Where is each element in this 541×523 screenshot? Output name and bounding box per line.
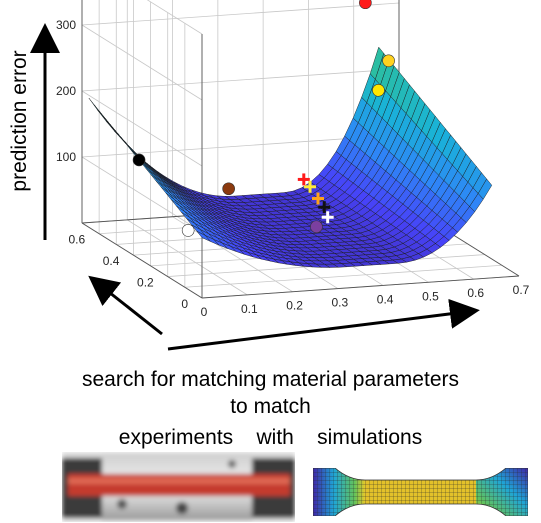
x-tick-label: 0	[201, 305, 208, 319]
tick-labels: 0 0.1 0.2 0.3 0.4 0.5 0.6 0.7 0 0.2 0.4 0.6 100 200 30…	[56, 18, 530, 319]
y-tick-label: 0.2	[137, 276, 154, 290]
surface-plot: 0 0.1 0.2 0.3 0.4 0.5 0.6 0.7 0 0.2 0.4 0.6 100 200 30…	[8, 0, 530, 351]
x-tick-label: 0.7	[513, 283, 530, 297]
z-axis-label: prediction error	[8, 50, 31, 191]
y-tick-label: 0.4	[103, 254, 120, 268]
z-tick-label: 100	[56, 150, 76, 164]
marker-plus	[321, 211, 334, 224]
marker-circle	[372, 83, 385, 97]
marker-plus	[318, 201, 331, 214]
error-surface	[88, 46, 493, 268]
caption-line-2: to match	[230, 395, 311, 418]
markers	[132, 0, 395, 237]
x-tick-label: 0.3	[332, 296, 349, 310]
z-tick-label: 300	[56, 18, 76, 32]
marker-circle	[310, 220, 323, 234]
y-tick-label: 0	[181, 297, 188, 311]
x-axis-arrow	[167, 298, 480, 351]
surface-patch	[477, 178, 493, 200]
x-tick-label: 0.6	[467, 286, 484, 300]
marker-circle	[132, 153, 146, 167]
caption-line-1: search for matching material parameters	[82, 368, 459, 391]
marker-plus	[312, 192, 324, 205]
x-tick-label: 0.5	[422, 289, 439, 303]
simulation-specimen	[313, 468, 528, 516]
y-axis-arrow	[88, 275, 163, 336]
caption-line-3: experiments with simulations	[118, 426, 423, 449]
marker-circle	[181, 224, 195, 237]
x-tick-label: 0.1	[241, 302, 258, 316]
experiment-photo	[62, 452, 295, 522]
x-tick-label: 0.2	[286, 299, 303, 313]
z-tick-label: 200	[56, 84, 76, 98]
x-tick-label: 0.4	[377, 292, 394, 306]
y-tick-label: 0.6	[68, 233, 85, 247]
marker-plus	[304, 180, 317, 193]
marker-circle	[382, 54, 395, 68]
marker-circle	[222, 182, 235, 196]
marker-circle	[359, 0, 372, 10]
marker-plus	[297, 173, 310, 186]
